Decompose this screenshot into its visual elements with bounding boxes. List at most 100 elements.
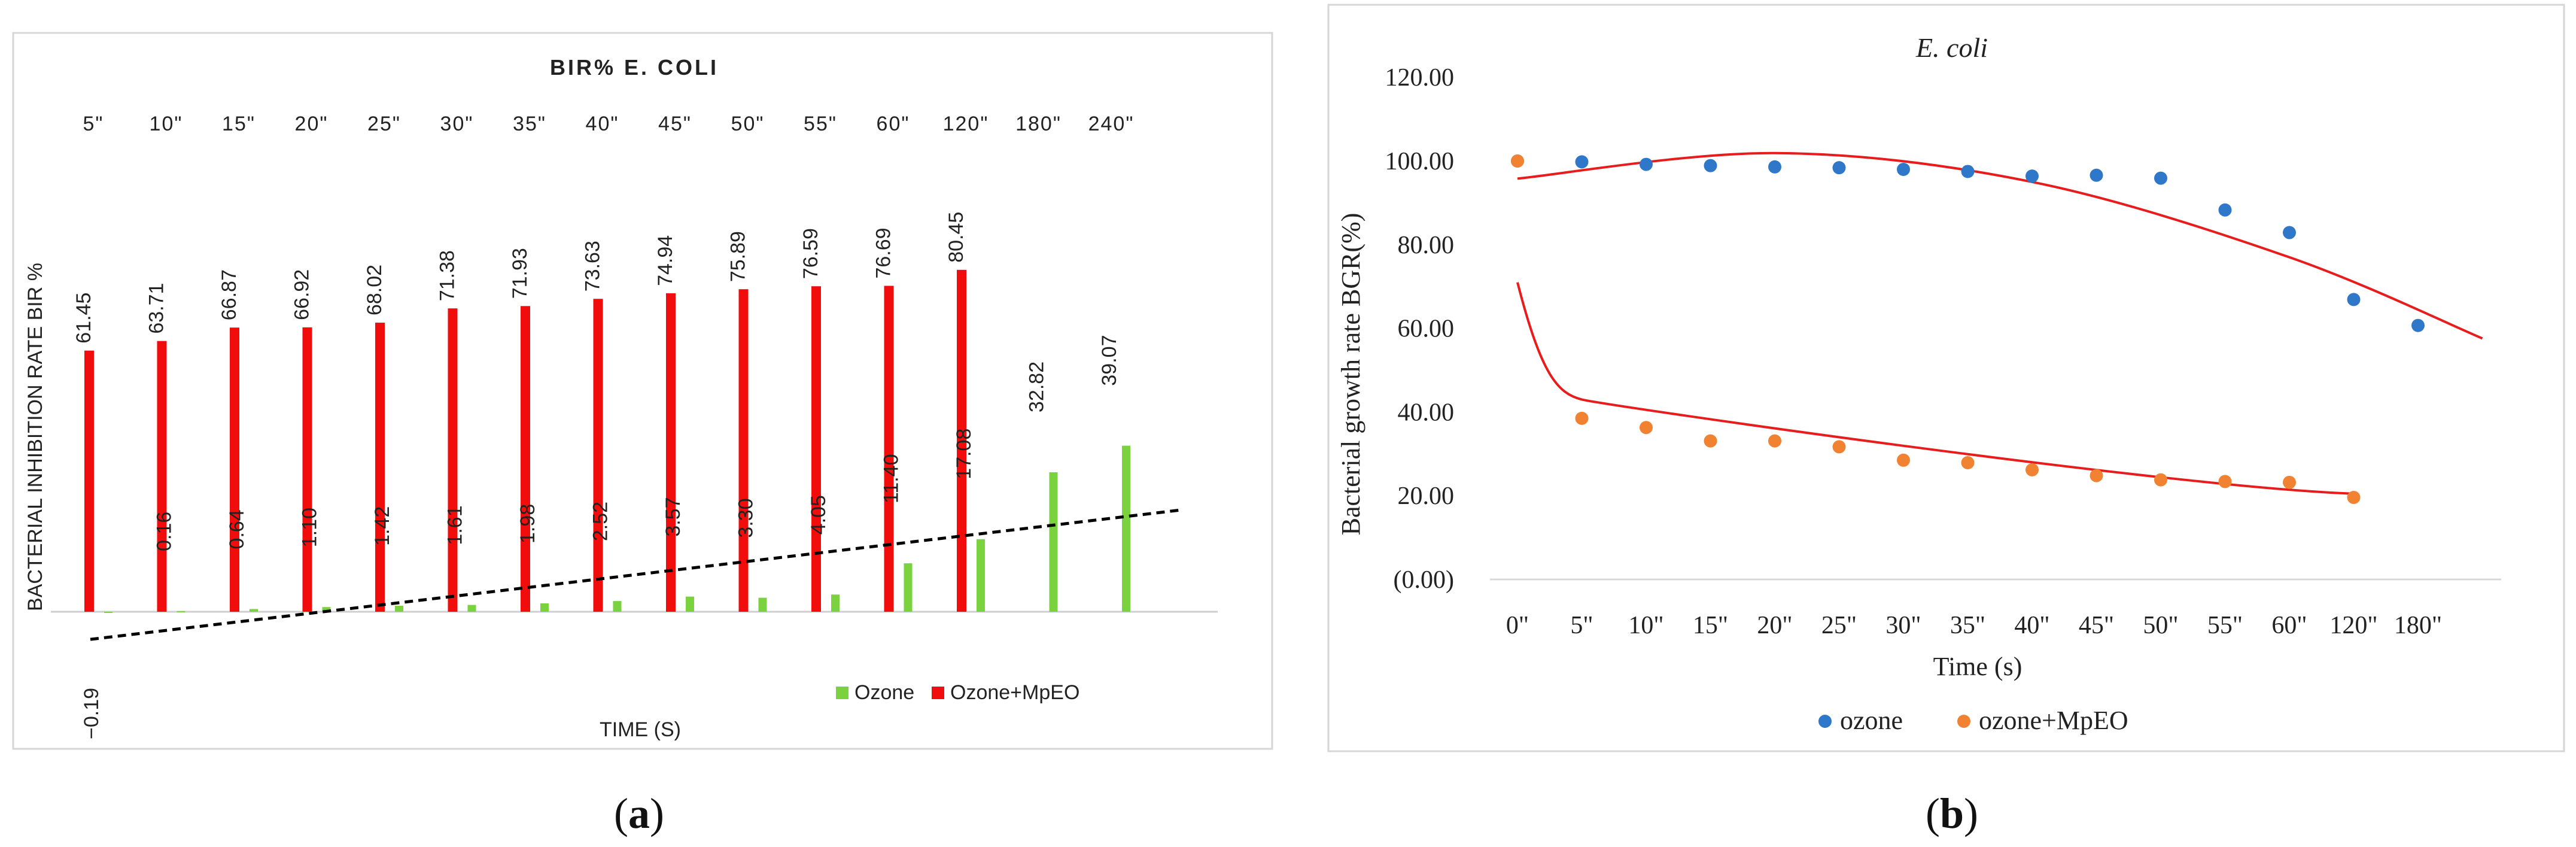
ozone-bar: [540, 603, 549, 612]
caption-b: (b): [1926, 790, 1978, 837]
ozone-mpeo-bar: [666, 293, 676, 612]
ozone-bar: [977, 539, 985, 612]
chart-a-category-label: 45": [658, 113, 692, 135]
ozone-mpeo-point: [1768, 434, 1781, 448]
ozone-data-label: 3.57: [662, 497, 685, 536]
chart-b-y-tick: 100.00: [1385, 148, 1455, 175]
chart-b-y-tick: (0.00): [1394, 566, 1454, 594]
chart-a-legend: Ozone Ozone+MpEO: [836, 681, 1079, 704]
ozone-bar: [1049, 472, 1058, 612]
chart-a-category-label: 240": [1088, 113, 1135, 135]
ozone-mpeo-bar: [84, 350, 94, 612]
ozone-bar: [613, 601, 622, 612]
chart-a-x-axis-label: TIME (S): [600, 718, 681, 741]
ozone-point: [2154, 171, 2167, 185]
ozone-mpeo-data-label: 76.69: [872, 227, 895, 278]
ozone-mpeo-bar: [811, 286, 821, 612]
chart-b-y-tick: 20.00: [1398, 482, 1455, 510]
chart-b-x-tick: 35": [1950, 612, 1985, 639]
ozone-bar: [250, 609, 258, 612]
ozone-point: [1768, 160, 1781, 174]
ozone-trendline: [90, 508, 1184, 641]
ozone-mpeo-bar: [884, 286, 894, 612]
chart-b-x-tick: 20": [1757, 612, 1792, 639]
chart-a-category-label: 20": [295, 113, 329, 135]
ozone-mpeo-bar: [521, 306, 530, 612]
ozone-bar: [686, 596, 694, 612]
ozone-bar: [467, 605, 476, 612]
ozone-data-label: 39.07: [1098, 335, 1121, 386]
chart-b-x-tick: 120": [2329, 612, 2377, 639]
chart-b-x-tick: 10": [1628, 612, 1663, 639]
chart-a-category-label: 5": [83, 113, 104, 135]
legend-ozone-dot: [1818, 715, 1832, 728]
chart-b-plot: (0.00) 20.00 40.00 60.00 80.00 100.00 120.00 0"…: [1385, 64, 2483, 639]
ozone-point: [1832, 161, 1846, 175]
ozone-point: [1704, 159, 1717, 172]
ozone-data-label: −0.19: [80, 688, 103, 739]
chart-b-y-tick: 60.00: [1398, 315, 1455, 343]
chart-a-category-label: 55": [804, 113, 837, 135]
legend-ozone-label: Ozone: [854, 681, 914, 704]
ozone-data-label: 4.05: [807, 495, 830, 535]
ozone-mpeo-data-label: 75.89: [727, 231, 750, 282]
ozone-bar: [758, 597, 767, 612]
ozone-mpeo-data-label: 71.93: [509, 248, 531, 299]
ozone-data-label: 17.08: [953, 429, 975, 479]
ozone-data-label: 1.42: [371, 506, 394, 546]
ozone-mpeo-point: [2347, 490, 2361, 504]
ozone-mpeo-data-label: 66.92: [291, 269, 314, 320]
chart-a-category-label: 35": [513, 113, 546, 135]
chart-b-y-tick: 80.00: [1398, 232, 1455, 259]
ozone-mpeo-point: [2025, 463, 2039, 476]
ozone-data-label: 32.82: [1026, 362, 1048, 412]
chart-b-y-tick: 40.00: [1398, 399, 1455, 426]
legend-mpeo-text: ozone+MpEO: [1979, 706, 2128, 735]
legend-mpeo-dot: [1957, 715, 1970, 728]
ozone-mpeo-bar: [230, 327, 239, 612]
chart-a-category-label: 60": [877, 113, 910, 135]
ozone-data-label: 1.10: [299, 508, 321, 547]
legend-mpeo-swatch: [932, 687, 944, 699]
ozone-point: [1897, 162, 1910, 176]
ozone-point: [1961, 165, 1975, 178]
chart-b-title: E. coli: [1915, 32, 1988, 63]
ozone-mpeo-data-label: 80.45: [945, 212, 968, 263]
chart-b-x-axis-label: Time (s): [1933, 652, 2023, 681]
chart-a-category-label: 120": [943, 113, 989, 135]
chart-b-x-tick: 45": [2079, 612, 2114, 639]
ozone-mpeo-data-label: 68.02: [363, 265, 386, 315]
ozone-point: [2283, 226, 2296, 239]
ozone-data-label: 1.98: [516, 504, 539, 544]
chart-a-category-label: 180": [1015, 113, 1062, 135]
chart-b-x-tick: 40": [2014, 612, 2049, 639]
ozone-point: [2218, 203, 2232, 217]
ozone-bar: [322, 607, 331, 612]
caption-a: (a): [614, 790, 664, 837]
ozone-point: [2411, 318, 2425, 332]
ozone-mpeo-point: [1575, 411, 1589, 425]
ozone-data-label: 1.61: [444, 505, 467, 545]
ozone-mpeo-data-label: 74.94: [654, 235, 677, 286]
ozone-data-label: 0.64: [226, 509, 248, 549]
chart-b-x-tick: 5": [1570, 612, 1593, 639]
ozone-mpeo-point: [2283, 475, 2296, 489]
ozone-bar: [395, 605, 403, 612]
ozone-mpeo-bar: [448, 308, 458, 612]
ozone-mpeo-point: [2090, 469, 2103, 482]
panel-b-frame: [1327, 4, 2565, 752]
legend-mpeo-label: Ozone+MpEO: [950, 681, 1079, 704]
chart-a-plot: 5" 10" 15" 20" 25" 30" 35" 40" 45" 50" 55" 60" 120" 1…: [72, 113, 1184, 739]
chart-b-y-axis-label: Bacterial growth rate BGR(%): [1336, 213, 1365, 536]
chart-a-category-label: 25": [367, 113, 401, 135]
ozone-mpeo-bar: [302, 327, 312, 612]
chart-b-x-tick: 50": [2143, 612, 2178, 639]
chart-b-x-tick: 30": [1885, 612, 1921, 639]
ozone-mpeo-bar: [157, 341, 167, 612]
ozone-data-label: 0.16: [153, 512, 176, 551]
ozone-bar: [104, 612, 112, 613]
ozone-point: [2090, 168, 2103, 182]
chart-a-category-label: 15": [222, 113, 256, 135]
panel-a-frame: [12, 32, 1273, 750]
